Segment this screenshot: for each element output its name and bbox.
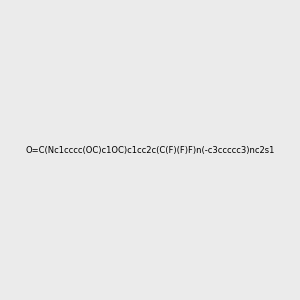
Text: O=C(Nc1cccc(OC)c1OC)c1cc2c(C(F)(F)F)n(-c3ccccc3)nc2s1: O=C(Nc1cccc(OC)c1OC)c1cc2c(C(F)(F)F)n(-c… (25, 146, 275, 154)
